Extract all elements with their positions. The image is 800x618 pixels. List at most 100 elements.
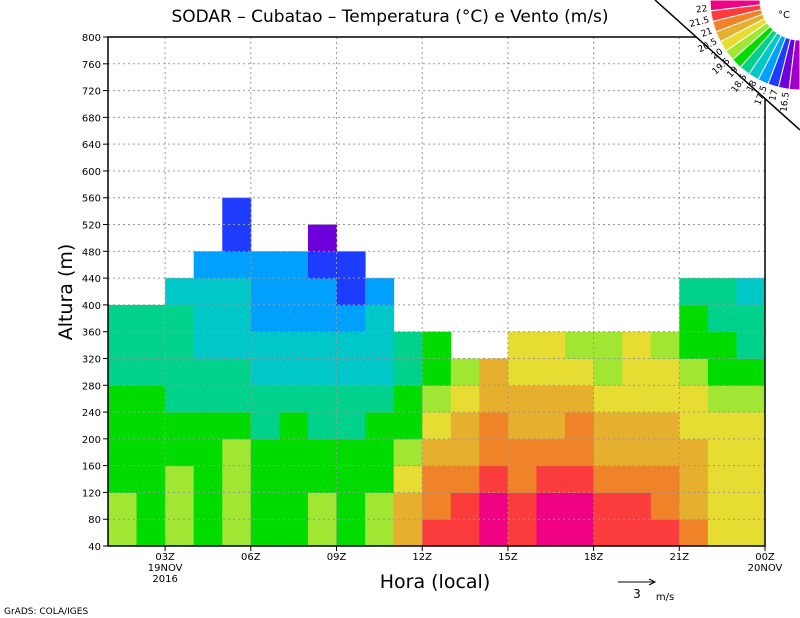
temperature-cell <box>536 331 566 359</box>
temperature-cell <box>222 412 252 440</box>
temperature-cell <box>279 251 309 279</box>
temperature-cell <box>336 438 366 467</box>
temperature-cell <box>165 331 195 359</box>
temperature-cell <box>736 331 766 359</box>
temperature-cell <box>307 385 338 413</box>
temperature-cell <box>365 519 395 547</box>
colorbar-label: 21 <box>700 26 714 39</box>
temperature-cell <box>393 331 423 359</box>
temperature-cell <box>193 304 223 333</box>
temperature-cell <box>450 492 480 520</box>
y-tick-label: 600 <box>82 167 101 178</box>
temperature-cell <box>593 412 623 440</box>
temperature-cell <box>736 492 766 520</box>
temperature-cell <box>136 304 166 333</box>
temperature-cell <box>165 304 195 333</box>
x-tick-label: 21Z <box>670 552 690 563</box>
x-tick-label: 15Z <box>498 552 518 563</box>
temperature-cell <box>279 358 309 386</box>
y-tick-label: 240 <box>82 408 101 419</box>
temperature-cell <box>422 519 452 547</box>
temperature-cell <box>736 304 766 333</box>
temperature-cell <box>193 492 223 520</box>
temperature-cell <box>593 492 623 520</box>
temperature-cell <box>650 412 680 440</box>
temperature-cell <box>507 519 537 547</box>
temperature-cell <box>136 331 166 359</box>
temperature-cell <box>536 385 566 413</box>
temperature-cell <box>165 519 195 547</box>
temperature-cell <box>222 251 252 279</box>
temperature-cell <box>679 385 709 413</box>
temperature-cell <box>707 492 737 520</box>
temperature-cell <box>650 492 680 520</box>
temperature-cell <box>108 358 138 386</box>
temperature-cell <box>108 412 138 440</box>
temperature-cell <box>593 465 623 493</box>
temperature-cell <box>365 331 395 359</box>
temperature-cell <box>307 278 338 306</box>
temperature-cell <box>507 412 537 440</box>
temperature-cell <box>165 412 195 440</box>
temperature-cell <box>108 519 138 547</box>
temperature-cell <box>365 358 395 386</box>
temperature-cell <box>622 331 652 359</box>
temperature-cell <box>279 412 309 440</box>
temperature-cell <box>679 492 709 520</box>
temperature-cell <box>193 358 223 386</box>
y-tick-label: 40 <box>88 542 101 553</box>
x-tick-label: 12Z <box>412 552 432 563</box>
y-tick-label: 760 <box>82 60 101 71</box>
temperature-cell <box>565 492 595 520</box>
x-tick-label: 09Z <box>327 552 347 563</box>
temperature-cell <box>279 438 309 467</box>
x-axis-label: Hora (local) <box>380 571 491 593</box>
temperature-cell <box>622 385 652 413</box>
temperature-cell <box>622 519 652 547</box>
temperature-cell <box>136 358 166 386</box>
temperature-cell <box>593 331 623 359</box>
temperature-cell <box>450 412 480 440</box>
temperature-cell <box>422 438 452 467</box>
temperature-cell <box>336 412 366 440</box>
temperature-cell <box>393 492 423 520</box>
temperature-cell <box>536 519 566 547</box>
temperature-cell <box>307 412 338 440</box>
temperature-cell <box>593 385 623 413</box>
temperature-cell <box>222 304 252 333</box>
temperature-cell <box>250 519 280 547</box>
temperature-cell <box>565 358 595 386</box>
temperature-cell <box>250 385 280 413</box>
temperature-cell <box>165 492 195 520</box>
temperature-cell <box>736 465 766 493</box>
temperature-cell <box>307 251 338 279</box>
x-tick-date: 20NOV <box>748 563 783 574</box>
y-tick-label: 200 <box>82 435 101 446</box>
x-tick-label: 00Z <box>755 552 775 563</box>
temperature-cell <box>336 278 366 306</box>
temperature-cell <box>450 385 480 413</box>
plot-frame <box>107 36 766 547</box>
temperature-cell <box>365 412 395 440</box>
temperature-cell <box>536 358 566 386</box>
temperature-cell <box>593 519 623 547</box>
wind-reference-value: 3 <box>633 587 641 601</box>
temperature-cell <box>736 412 766 440</box>
temperature-cell <box>222 519 252 547</box>
colorbar-unit: °C <box>778 10 790 21</box>
temperature-cell <box>307 331 338 359</box>
temperature-cell <box>222 331 252 359</box>
temperature-cell <box>422 492 452 520</box>
temperature-cell <box>479 438 509 467</box>
temperature-cell <box>450 358 480 386</box>
temperature-cell <box>365 465 395 493</box>
temperature-cell <box>250 492 280 520</box>
temperature-cell <box>108 492 138 520</box>
temperature-cell <box>679 519 709 547</box>
x-tick-label: 18Z <box>584 552 604 563</box>
temperature-cell <box>593 438 623 467</box>
footer-credit: GrADS: COLA/IGES <box>4 607 88 617</box>
temperature-cell <box>679 278 709 306</box>
temperature-cell <box>393 358 423 386</box>
